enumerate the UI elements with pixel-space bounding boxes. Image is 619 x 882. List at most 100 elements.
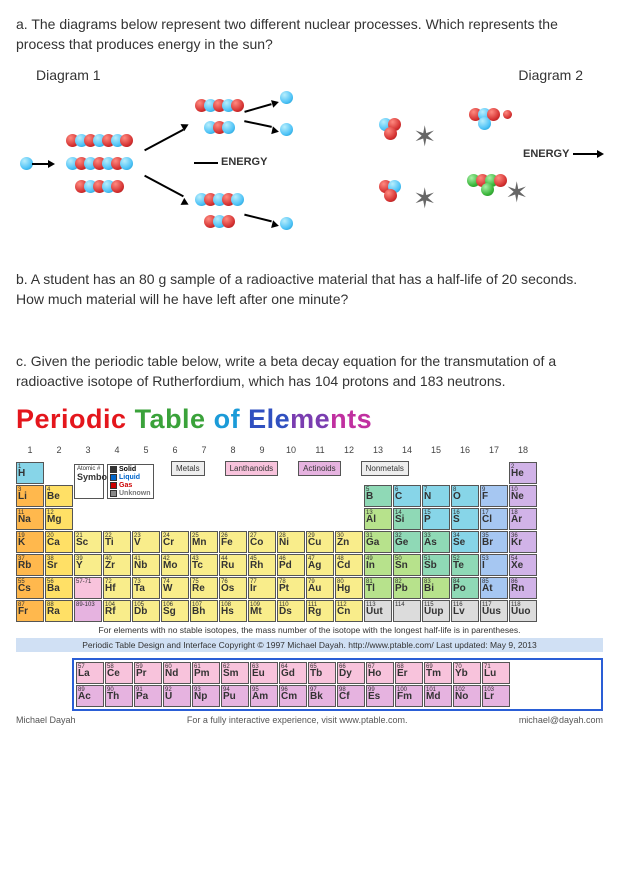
element-H: 1H (16, 462, 44, 484)
element-Pm: 61Pm (192, 662, 220, 684)
element-I: 53I (480, 554, 508, 576)
diagram1-label: Diagram 1 (36, 67, 101, 83)
element-Ce: 58Ce (105, 662, 133, 684)
element-Nd: 60Nd (163, 662, 191, 684)
visit-note: For a fully interactive experience, visi… (187, 715, 408, 725)
element-At: 85At (480, 577, 508, 599)
diagram2-label: Diagram 2 (518, 67, 583, 83)
group-num: 10 (277, 439, 305, 461)
element-Es: 99Es (366, 685, 394, 707)
element-Bi: 83Bi (422, 577, 450, 599)
element-N: 7N (422, 485, 450, 507)
group-num: 12 (335, 439, 363, 461)
element-Cn: 112Cn (335, 600, 363, 622)
element-F: 9F (480, 485, 508, 507)
element-Lr: 103Lr (482, 685, 510, 707)
element-Br: 35Br (480, 531, 508, 553)
element-Ca: 20Ca (45, 531, 73, 553)
element-Tc: 43Tc (190, 554, 218, 576)
element-Mt: 109Mt (248, 600, 276, 622)
element-Fr: 87Fr (16, 600, 44, 622)
element-Ge: 32Ge (393, 531, 421, 553)
group-num: 2 (45, 439, 73, 461)
element-Rn: 86Rn (509, 577, 537, 599)
element-W: 74W (161, 577, 189, 599)
element-Cs: 55Cs (16, 577, 44, 599)
element-Co: 27Co (248, 531, 276, 553)
element-Lv: 116Lv (451, 600, 479, 622)
element-Tm: 69Tm (424, 662, 452, 684)
element-Re: 75Re (190, 577, 218, 599)
element-Eu: 63Eu (250, 662, 278, 684)
element-Po: 84Po (451, 577, 479, 599)
element-Tb: 65Tb (308, 662, 336, 684)
element-Ni: 28Ni (277, 531, 305, 553)
element-Ar: 18Ar (509, 508, 537, 530)
element-Na: 11Na (16, 508, 44, 530)
element-Se: 34Se (451, 531, 479, 553)
element-Dy: 66Dy (337, 662, 365, 684)
element-Hf: 72Hf (103, 577, 131, 599)
element-Cl: 17Cl (480, 508, 508, 530)
question-c: c. Given the periodic table below, write… (16, 351, 603, 392)
element-Ne: 10Ne (509, 485, 537, 507)
element-Sn: 50Sn (393, 554, 421, 576)
element-Y: 39Y (74, 554, 102, 576)
element-Uus: 117Uus (480, 600, 508, 622)
element-Lu: 71Lu (482, 662, 510, 684)
element-Pt: 78Pt (277, 577, 305, 599)
element-Zr: 40Zr (103, 554, 131, 576)
diagram-row: ENERGY ✶ ✶ (16, 89, 603, 239)
pt-title: Periodic Table of Elements (16, 404, 603, 435)
element-89-103: 89-103 (74, 600, 102, 622)
element-Ho: 67Ho (366, 662, 394, 684)
element-Cd: 48Cd (335, 554, 363, 576)
element-Sr: 38Sr (45, 554, 73, 576)
group-num: 9 (248, 439, 276, 461)
element-57-71: 57-71 (74, 577, 102, 599)
element-Ga: 31Ga (364, 531, 392, 553)
group-num: 5 (132, 439, 160, 461)
element-Hg: 80Hg (335, 577, 363, 599)
element-Ta: 73Ta (132, 577, 160, 599)
element-Xe: 54Xe (509, 554, 537, 576)
question-a: a. The diagrams below represent two diff… (16, 14, 603, 55)
element-Mn: 25Mn (190, 531, 218, 553)
element-Cf: 98Cf (337, 685, 365, 707)
group-num: 4 (103, 439, 131, 461)
diagram-1: ENERGY (16, 89, 336, 239)
element-O: 8O (451, 485, 479, 507)
group-num: 6 (161, 439, 189, 461)
element-Cm: 96Cm (279, 685, 307, 707)
element-Ir: 77Ir (248, 577, 276, 599)
group-num: 13 (364, 439, 392, 461)
element-Bk: 97Bk (308, 685, 336, 707)
element-Sc: 21Sc (74, 531, 102, 553)
element-Nb: 41Nb (132, 554, 160, 576)
element-Uup: 115Uup (422, 600, 450, 622)
element-B: 5B (364, 485, 392, 507)
element-Al: 13Al (364, 508, 392, 530)
element-Cr: 24Cr (161, 531, 189, 553)
state-legend: Atomic # Symbol Solid Liquid Gas Unknown (74, 464, 154, 499)
element-In: 49In (364, 554, 392, 576)
element-Ra: 88Ra (45, 600, 73, 622)
email: michael@dayah.com (519, 715, 603, 725)
periodic-table: Periodic Table of Elements 1234567891011… (16, 404, 603, 725)
element-Zn: 30Zn (335, 531, 363, 553)
author: Michael Dayah (16, 715, 76, 725)
element-Rf: 104Rf (103, 600, 131, 622)
question-b: b. A student has an 80 g sample of a rad… (16, 269, 603, 310)
element-No: 102No (453, 685, 481, 707)
element-Be: 4Be (45, 485, 73, 507)
element-Er: 68Er (395, 662, 423, 684)
element-Ru: 44Ru (219, 554, 247, 576)
element-Md: 101Md (424, 685, 452, 707)
element-Ag: 47Ag (306, 554, 334, 576)
element-U: 92U (163, 685, 191, 707)
group-num: 18 (509, 439, 537, 461)
element-As: 33As (422, 531, 450, 553)
category-legend: Metals Lanthanoids Actinoids Nonmetals (171, 461, 409, 476)
element-Pu: 94Pu (221, 685, 249, 707)
energy-label-1: ENERGY (221, 156, 267, 168)
